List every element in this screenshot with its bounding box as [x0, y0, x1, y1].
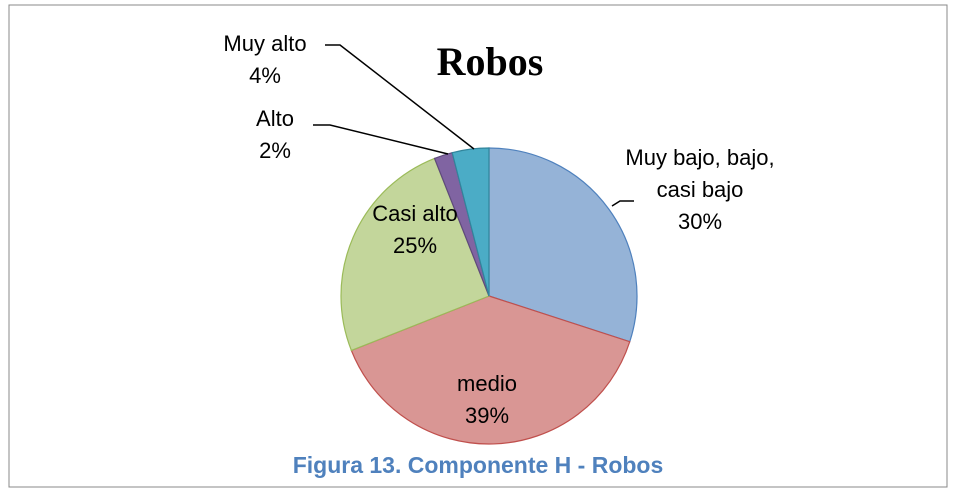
chart-title: Robos — [437, 39, 544, 84]
frame — [8, 4, 948, 488]
pie-slice — [340, 157, 490, 352]
value-label: 2% — [259, 138, 291, 163]
leader-line — [611, 200, 634, 207]
value-label: 39% — [464, 403, 510, 428]
category-label: medio — [457, 371, 517, 396]
data-label: Alto 2% — [225, 103, 325, 167]
pie-slice — [488, 147, 638, 343]
slices — [340, 147, 638, 445]
data-label: medio 39% — [417, 368, 557, 432]
caption: Figura 13. Componente H - Robos — [292, 452, 664, 478]
category-label: Casi alto — [372, 201, 458, 226]
value-label: 4% — [249, 63, 281, 88]
pie-slice — [350, 295, 631, 445]
data-label: Casi alto 25% — [370, 198, 460, 262]
value-label: 30% — [677, 209, 723, 234]
leader-line — [313, 124, 449, 155]
data-label: Muy alto 4% — [195, 28, 335, 92]
category-label: Alto — [256, 106, 294, 131]
pie-slice — [451, 147, 490, 297]
category-label: Muy bajo, bajo, casi bajo — [625, 145, 775, 202]
category-label: Muy alto — [223, 31, 307, 56]
value-label: 25% — [392, 233, 438, 258]
data-label: Muy bajo, bajo, casi bajo 30% — [625, 142, 775, 238]
leader-line — [325, 44, 475, 150]
